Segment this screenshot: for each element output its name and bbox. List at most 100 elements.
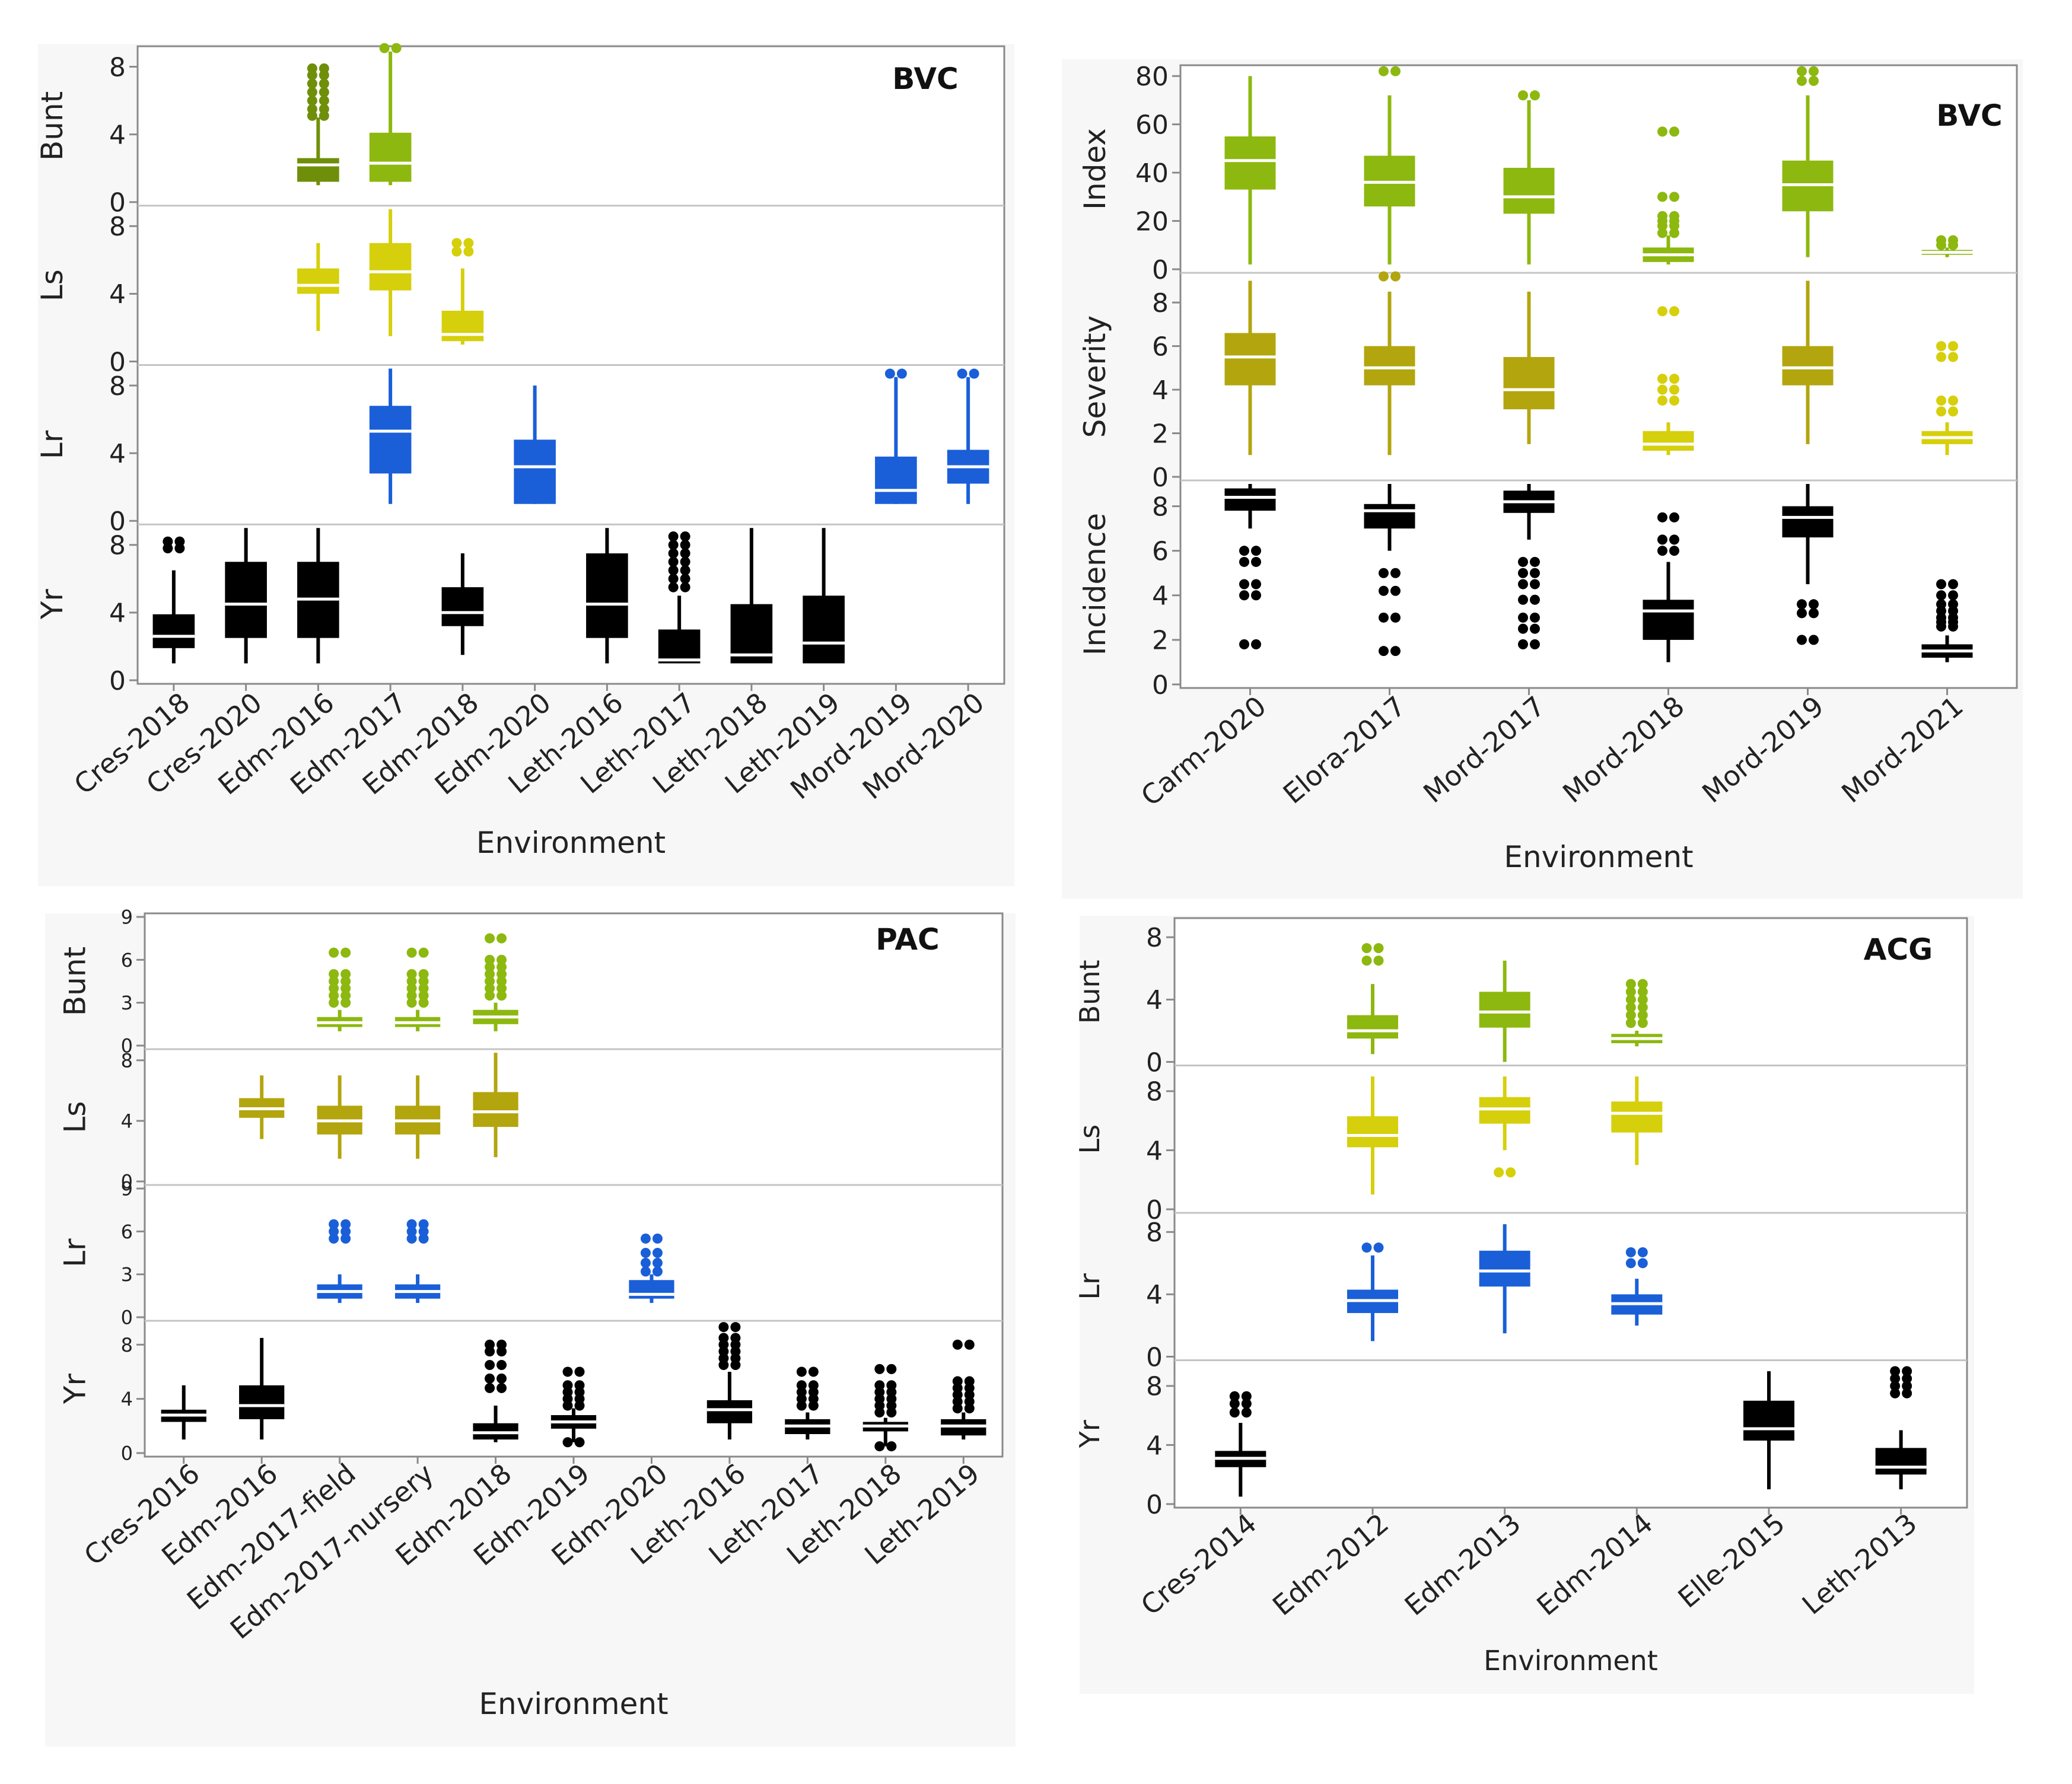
outlier-point — [680, 548, 690, 559]
y-axis-label: Ls — [58, 1101, 93, 1133]
outlier-point — [1797, 75, 1807, 86]
box-plot — [239, 1337, 285, 1440]
iqr-box — [1875, 1448, 1927, 1475]
outlier-point — [680, 582, 690, 592]
box-plot — [550, 1366, 597, 1448]
outlier-point — [496, 969, 507, 979]
outlier-point — [340, 1226, 351, 1237]
box-plot — [369, 209, 412, 336]
y-tick-label: 4 — [1146, 1280, 1163, 1310]
outlier-point — [1657, 512, 1667, 523]
y-axis-label: Lr — [58, 1238, 93, 1267]
iqr-box — [514, 439, 556, 504]
outlier-point — [1936, 235, 1946, 246]
y-tick-label: 0 — [121, 1171, 133, 1193]
box-plot — [1503, 484, 1555, 649]
box-plot — [1224, 484, 1276, 649]
box-plot — [317, 1075, 362, 1159]
outlier-point — [1902, 1381, 1912, 1391]
x-axis-title: Environment — [1484, 1645, 1658, 1677]
outlier-point — [668, 540, 679, 550]
outlier-point — [652, 1266, 663, 1277]
y-tick-label: 0 — [109, 666, 126, 696]
outlier-point — [668, 565, 679, 576]
facet-bunt: 0 4 8 Bunt — [1074, 923, 1663, 1078]
iqr-box — [1364, 504, 1415, 529]
outlier-point — [796, 1366, 807, 1377]
outlier-point — [1657, 126, 1667, 137]
outlier-point — [668, 582, 679, 592]
y-tick-label: 8 — [109, 212, 126, 242]
outlier-point — [1809, 66, 1819, 77]
outlier-point — [1809, 608, 1819, 619]
box-plot — [1215, 1391, 1266, 1497]
outlier-point — [1229, 1407, 1240, 1418]
outlier-point — [1637, 1010, 1648, 1021]
y-tick-label: 0 — [1152, 670, 1169, 700]
outlier-point — [418, 1219, 429, 1229]
outlier-point — [1936, 341, 1946, 352]
facet-lr: 0 4 8 Lr — [35, 364, 1004, 537]
outlier-point — [1890, 1366, 1901, 1377]
outlier-point — [574, 1366, 585, 1377]
outlier-point — [808, 1380, 819, 1391]
outlier-point — [1936, 599, 1946, 610]
box-plot — [1921, 341, 1973, 455]
outlier-point — [640, 1257, 651, 1268]
y-axis-label: Ls — [35, 269, 69, 301]
facet-lr: 0 3 6 9 Lr — [58, 1178, 1002, 1329]
outlier-point — [964, 1376, 975, 1387]
outlier-point — [1494, 1167, 1504, 1178]
box-plot — [1875, 1366, 1927, 1490]
outlier-point — [418, 976, 429, 986]
outlier-point — [1936, 579, 1946, 590]
box-plot — [1347, 1076, 1398, 1195]
iqr-box — [1782, 506, 1834, 538]
outlier-point — [1637, 986, 1648, 997]
outlier-point — [340, 990, 351, 1001]
outlier-point — [1518, 90, 1528, 101]
box-plot — [1921, 579, 1973, 662]
outlier-point — [418, 1226, 429, 1237]
box-plot — [161, 1385, 206, 1440]
y-tick-label: 8 — [1146, 1372, 1163, 1402]
facet-ls: 0 4 8 Ls — [58, 1048, 1002, 1193]
box-plot — [1503, 291, 1555, 444]
outlier-point — [680, 565, 690, 576]
box-plot — [1479, 1224, 1530, 1334]
outlier-point — [1390, 612, 1401, 623]
outlier-point — [1530, 556, 1540, 567]
iqr-box — [1224, 333, 1276, 386]
chart-title: BVC — [1936, 98, 2002, 133]
outlier-point — [329, 990, 339, 1001]
box-plot — [1611, 1076, 1663, 1165]
outlier-point — [562, 1366, 573, 1377]
facet-yr: 0 4 8 Yr — [1074, 1359, 1967, 1520]
box-plot — [629, 1233, 674, 1303]
box-plot — [1743, 1371, 1794, 1490]
outlier-point — [574, 1380, 585, 1391]
outlier-point — [496, 1360, 507, 1371]
box-plot — [1347, 1243, 1398, 1342]
outlier-point — [886, 1441, 897, 1452]
y-tick-label: 20 — [1135, 206, 1169, 237]
outlier-point — [1637, 1247, 1648, 1257]
outlier-point — [1390, 646, 1401, 657]
y-tick-label: 8 — [109, 371, 126, 402]
outlier-point — [406, 983, 417, 994]
y-tick-label: 8 — [1152, 288, 1169, 318]
box-plot — [297, 528, 339, 664]
chart-panel-3: 0369Bunt048Ls0369Lr048YrCres-2016Edm-201… — [45, 906, 1016, 1747]
y-tick-label: 4 — [121, 1388, 133, 1410]
y-tick-label: 3 — [121, 992, 133, 1014]
box-plot — [1611, 979, 1663, 1047]
box-plot — [369, 43, 412, 186]
box-plot — [473, 1339, 518, 1442]
outlier-point — [1506, 1167, 1516, 1178]
outlier-point — [1797, 599, 1807, 610]
outlier-point — [1390, 585, 1401, 596]
outlier-point — [1361, 943, 1372, 954]
outlier-point — [340, 947, 351, 958]
y-tick-label: 6 — [1152, 332, 1169, 362]
outlier-point — [884, 368, 895, 379]
